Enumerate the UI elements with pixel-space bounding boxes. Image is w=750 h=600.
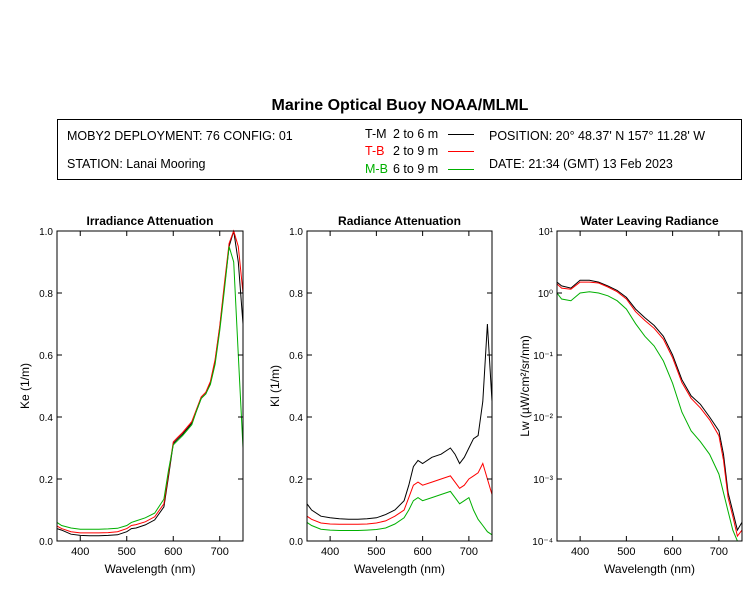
y-tick-label: 0.8 [39, 289, 53, 300]
y-tick-label: 0.8 [289, 289, 303, 300]
series-line-m-b [306, 490, 493, 536]
plot-frame [556, 230, 743, 542]
legend-range-tb: 2 to 9 m [393, 144, 439, 158]
legend-line-mb [448, 169, 474, 170]
y-axis-label: Kl (1/m) [268, 365, 282, 407]
legend-range-tm: 2 to 6 m [393, 127, 439, 141]
y-tick-label: 10⁰ [538, 289, 553, 300]
series-line-t-m [556, 279, 743, 532]
legend-line-tm [448, 134, 474, 135]
series-line-t-m [56, 230, 244, 537]
x-tick-label: 400 [71, 546, 89, 558]
y-tick-label: 0.2 [289, 475, 303, 486]
series-line-m-b [56, 246, 244, 530]
y-tick-label: 10⁻³ [533, 475, 553, 486]
x-tick-label: 700 [211, 546, 229, 558]
series-line-t-m [306, 323, 493, 520]
legend-label-tm: T-M [365, 127, 387, 141]
series-line-t-b [556, 281, 743, 538]
x-tick-label: 500 [367, 546, 385, 558]
plot-frame [56, 230, 244, 542]
y-tick-label: 10¹ [539, 227, 554, 238]
x-tick-label: 400 [571, 546, 589, 558]
legend-line-tb [448, 151, 474, 152]
x-tick-label: 700 [460, 546, 478, 558]
x-tick-label: 600 [164, 546, 182, 558]
x-tick-label: 500 [118, 546, 136, 558]
station-label: STATION: Lanai Mooring [67, 157, 206, 171]
y-tick-label: 0.2 [39, 475, 53, 486]
y-tick-label: 0.0 [39, 537, 53, 548]
y-tick-label: 10⁻² [533, 413, 553, 424]
x-axis-label: Wavelength (nm) [354, 562, 445, 576]
x-tick-label: 400 [321, 546, 339, 558]
series-line-t-b [56, 229, 244, 534]
date-label: DATE: 21:34 (GMT) 13 Feb 2023 [489, 157, 673, 171]
x-tick-label: 600 [663, 546, 681, 558]
y-tick-label: 10⁻¹ [533, 351, 553, 362]
x-tick-label: 500 [617, 546, 635, 558]
legend-label-tb: T-B [365, 144, 385, 158]
deployment-label: MOBY2 DEPLOYMENT: 76 CONFIG: 01 [67, 129, 293, 143]
x-axis-label: Wavelength (nm) [105, 562, 196, 576]
legend-label-mb: M-B [365, 162, 388, 176]
x-axis-label: Wavelength (nm) [604, 562, 695, 576]
y-axis-label: Ke (1/m) [18, 363, 32, 409]
y-tick-label: 1.0 [289, 227, 303, 238]
panel-title: Water Leaving Radiance [580, 214, 719, 228]
y-tick-label: 0.4 [289, 413, 303, 424]
y-tick-label: 0.6 [289, 351, 303, 362]
y-tick-label: 10⁻⁴ [532, 537, 553, 548]
y-axis-label: Lw (µW/cm²/sr/nm) [518, 335, 532, 437]
chart-title: Marine Optical Buoy NOAA/MLML [271, 97, 529, 114]
panel-title: Radiance Attenuation [338, 214, 461, 228]
y-tick-label: 0.0 [289, 537, 303, 548]
y-tick-label: 0.4 [39, 413, 53, 424]
x-tick-label: 700 [710, 546, 728, 558]
y-tick-label: 0.6 [39, 351, 53, 362]
y-tick-label: 1.0 [39, 227, 53, 238]
legend-range-mb: 6 to 9 m [393, 162, 439, 176]
position-label: POSITION: 20° 48.37' N 157° 11.28' W [489, 129, 706, 143]
x-tick-label: 600 [413, 546, 431, 558]
series-line-t-b [306, 462, 493, 525]
series-line-m-b [556, 291, 742, 542]
panel-title: Irradiance Attenuation [87, 214, 214, 228]
plot-frame [306, 230, 493, 542]
deployment-info-box: MOBY2 DEPLOYMENT: 76 CONFIG: 01 STATION:… [57, 119, 742, 180]
